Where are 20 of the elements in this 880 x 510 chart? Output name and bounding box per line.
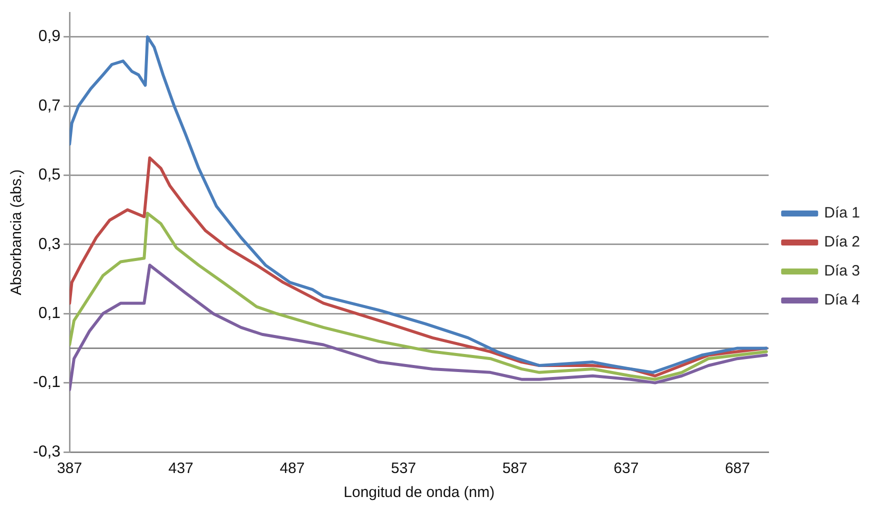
x-tick-label: 687 xyxy=(724,460,750,478)
x-tick-label: 487 xyxy=(280,460,305,478)
y-tick-label: 0,9 xyxy=(38,28,61,46)
x-tick-label: 587 xyxy=(502,460,528,478)
x-axis-title: Longitud de onda (nm) xyxy=(344,484,495,502)
legend-label: Día 3 xyxy=(824,262,860,280)
legend-label: Día 2 xyxy=(824,234,860,251)
y-axis-title: Absorbancia (abs.) xyxy=(8,169,26,296)
x-tick-label: 437 xyxy=(168,460,194,478)
y-tick-label: -0,1 xyxy=(32,374,61,392)
y-tick-label: 0,7 xyxy=(38,97,61,114)
x-tick-label: 537 xyxy=(391,460,416,478)
x-tick-label: 637 xyxy=(614,460,639,478)
legend-label: Día 4 xyxy=(824,292,860,309)
legend-label: Día 1 xyxy=(824,204,860,222)
y-tick-label: 0,5 xyxy=(38,166,61,184)
y-tick-label: 0,1 xyxy=(38,305,61,322)
x-tick-label: 387 xyxy=(57,460,82,478)
y-tick-label: 0,3 xyxy=(38,236,61,253)
y-tick-label: -0,3 xyxy=(32,443,61,460)
